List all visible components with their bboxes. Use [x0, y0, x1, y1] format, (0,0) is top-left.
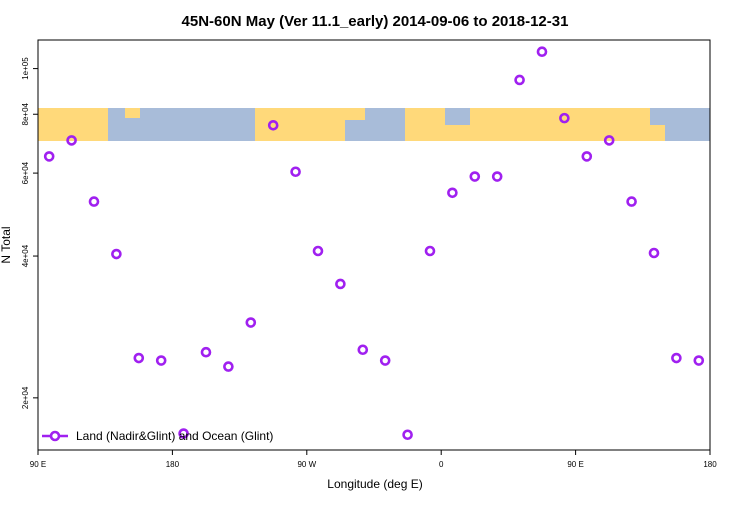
data-point [581, 151, 593, 162]
data-point [267, 119, 279, 131]
data-point [379, 355, 391, 366]
data-point [514, 74, 525, 86]
data-point [335, 278, 346, 290]
y-tick-label: 2e+04 [21, 386, 30, 409]
data-point [469, 171, 481, 182]
x-tick-label: 90 E [567, 460, 583, 469]
data-point [88, 196, 100, 207]
data-point [155, 355, 167, 366]
data-point [200, 346, 212, 358]
y-tick-label: 8e+04 [21, 102, 30, 125]
data-point [491, 171, 503, 182]
data-point [671, 352, 682, 364]
data-point [402, 429, 413, 441]
data-point [447, 187, 458, 199]
x-axis-label: Longitude (deg E) [327, 477, 422, 491]
legend-item: Land (Nadir&Glint) and Ocean (Glint) [42, 429, 273, 443]
data-point [559, 112, 570, 124]
data-point [178, 428, 189, 439]
x-tick-label: 180 [703, 460, 717, 469]
data-point [357, 344, 369, 356]
data-point [626, 196, 637, 207]
x-tick-label: 180 [166, 460, 180, 469]
x-tick-label: 90 W [297, 460, 316, 469]
plot-frame [37, 39, 711, 451]
y-axis-label: N Total [0, 226, 13, 263]
data-point [223, 361, 234, 372]
legend-label: Land (Nadir&Glint) and Ocean (Glint) [76, 429, 273, 443]
data-point [648, 247, 660, 259]
x-tick-label: 90 E [30, 460, 46, 469]
data-point [536, 46, 548, 58]
y-tick-label: 1e+05 [21, 57, 30, 80]
legend-marker [49, 430, 61, 442]
x-tick-label: 0 [439, 460, 444, 469]
data-point [245, 317, 257, 328]
y-tick-label: 4e+04 [21, 244, 30, 267]
data-point [111, 248, 122, 260]
data-point [133, 352, 145, 364]
data-point [603, 135, 615, 146]
map-band [38, 108, 710, 141]
y-tick-label: 6e+04 [21, 161, 30, 184]
data-point [290, 166, 301, 178]
chart-title: 45N-60N May (Ver 11.1_early) 2014-09-06 … [182, 13, 569, 30]
data-point [43, 151, 55, 162]
data-point [424, 245, 436, 257]
data-point [312, 245, 324, 257]
data-point [66, 135, 77, 146]
data-point [693, 355, 705, 366]
